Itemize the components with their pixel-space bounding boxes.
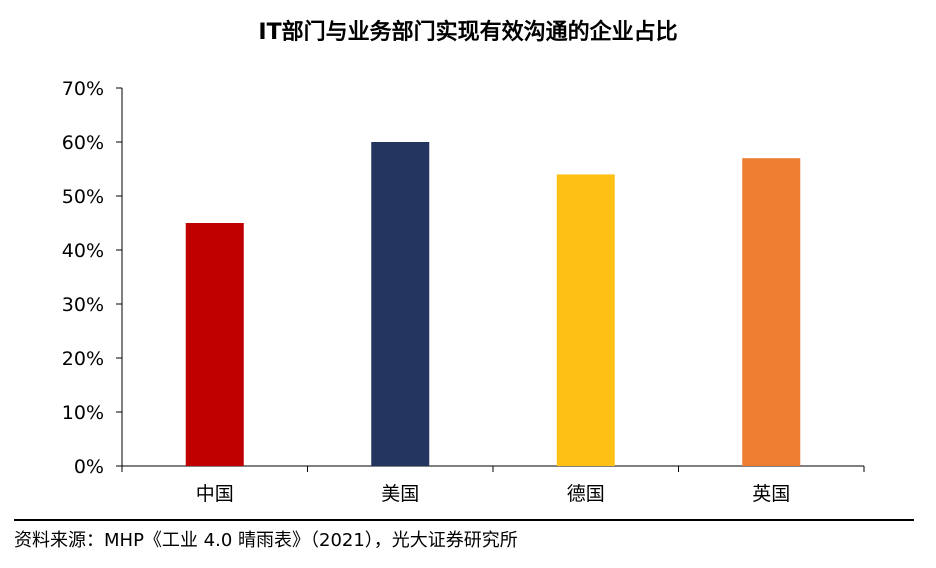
- y-tick-label: 60%: [62, 132, 104, 154]
- bar-1: [371, 142, 430, 466]
- x-category-label: 德国: [567, 483, 605, 505]
- y-tick-label: 30%: [62, 294, 104, 316]
- bar-3: [742, 158, 801, 466]
- bar-2: [556, 174, 615, 466]
- x-category-label: 美国: [381, 483, 419, 505]
- source-note: 资料来源：MHP《工业 4.0 晴雨表》（2021），光大证券研究所: [14, 530, 518, 551]
- y-tick-label: 50%: [62, 186, 104, 208]
- y-tick-label: 70%: [62, 78, 104, 100]
- x-category-label: 中国: [196, 483, 234, 505]
- source-divider: [14, 519, 914, 521]
- y-tick-label: 0%: [74, 456, 104, 478]
- y-tick-label: 40%: [62, 240, 104, 262]
- chart-title: IT部门与业务部门实现有效沟通的企业占比: [258, 20, 678, 45]
- y-tick-label: 20%: [62, 348, 104, 370]
- x-category-label: 英国: [752, 483, 790, 505]
- y-tick-label: 10%: [62, 402, 104, 424]
- bar-0: [185, 223, 244, 466]
